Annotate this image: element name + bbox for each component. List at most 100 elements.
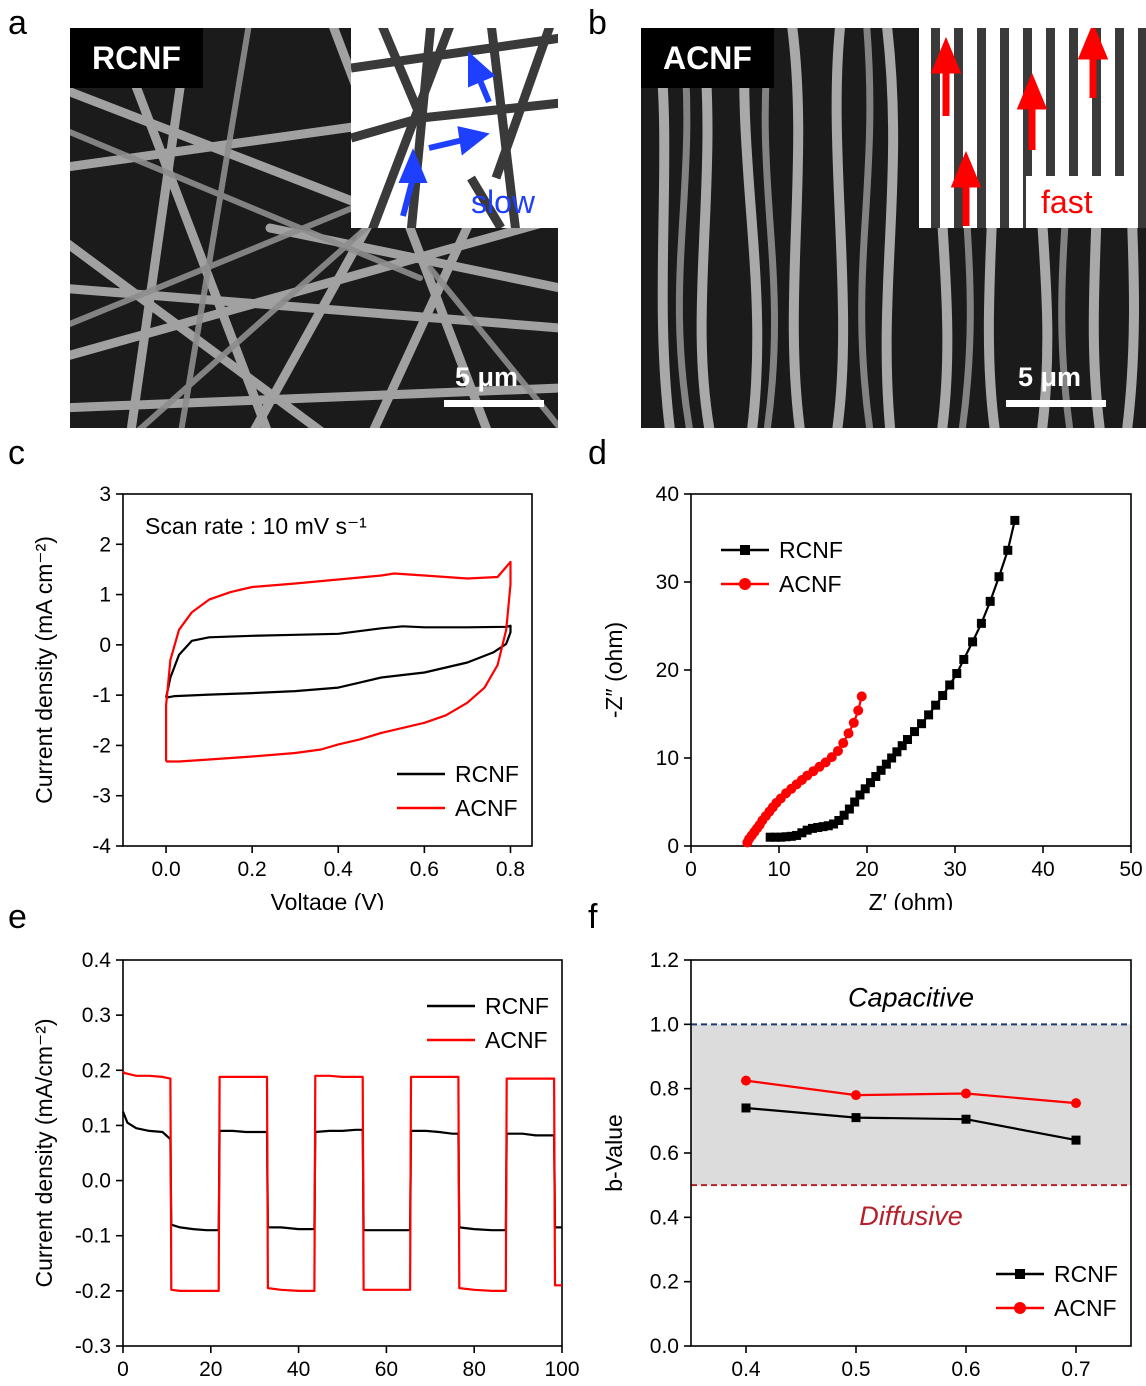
reference-label: Capacitive (848, 982, 974, 1012)
data-point-rcnf (866, 778, 876, 788)
data-point-acnf (741, 1075, 751, 1086)
series-line-rcnf (745, 1106, 1077, 1142)
data-point-rcnf (959, 654, 969, 664)
y-tick-label: 1.0 (650, 1013, 679, 1036)
data-point-acnf (832, 745, 843, 756)
data-point-acnf (856, 691, 867, 702)
x-tick-label: 50 (1119, 858, 1142, 881)
x-tick-label: 20 (855, 858, 878, 881)
data-point-rcnf (818, 822, 828, 832)
data-point-rcnf (931, 700, 941, 710)
legend-label: RCNF (779, 537, 843, 563)
x-tick-label: 0.4 (324, 858, 354, 881)
data-point-rcnf (945, 680, 955, 690)
x-tick-label: 100 (544, 1358, 579, 1381)
y-tick-label: -4 (92, 835, 111, 858)
x-tick-label: 0.6 (410, 858, 439, 881)
y-tick-label: 20 (656, 659, 679, 682)
data-point-rcnf (1010, 515, 1020, 525)
scale-label-a: 5 μm (455, 362, 519, 392)
shaded-region (691, 1024, 1131, 1186)
data-point-rcnf (855, 790, 865, 800)
data-point-acnf (826, 752, 837, 763)
data-point-rcnf (860, 784, 870, 794)
data-point-rcnf (968, 637, 978, 647)
data-point-rcnf (924, 710, 934, 720)
y-tick-label: 0.0 (82, 1170, 111, 1193)
panel-letter-a: a (8, 4, 27, 42)
data-point-rcnf (985, 596, 995, 606)
x-tick-label: 0.2 (238, 858, 267, 881)
data-point-rcnf (844, 804, 854, 814)
scale-bar-a (444, 400, 544, 407)
legend-marker (1014, 1302, 1026, 1314)
data-point-rcnf (897, 741, 907, 751)
inset-random-network: slow (351, 28, 558, 228)
scan-rate-annotation: Scan rate : 10 mV s⁻¹ (145, 513, 367, 539)
x-tick-label: 40 (1031, 858, 1054, 881)
y-tick-label: 0.0 (650, 1335, 679, 1358)
y-tick-label: -0.3 (75, 1335, 111, 1358)
panel-letter-b: b (588, 4, 607, 42)
y-tick-label: 40 (656, 483, 679, 506)
data-point-rcnf (850, 797, 860, 807)
panel-letter-f: f (588, 898, 598, 936)
sem-tag-acnf: ACNF (641, 28, 774, 88)
scale-label-b: 5 μm (1018, 362, 1082, 392)
data-point-rcnf (1003, 545, 1013, 555)
y-tick-label: 0.1 (82, 1114, 111, 1137)
inset-label-fast: fast (1041, 184, 1093, 220)
x-tick-label: 60 (375, 1358, 398, 1381)
x-tick-label: 0.6 (951, 1358, 980, 1381)
plot-frame (122, 493, 533, 847)
data-point-rcnf (770, 832, 780, 842)
data-point-rcnf (834, 815, 844, 825)
y-tick-label: -0.1 (75, 1225, 111, 1248)
series-line-acnf (165, 560, 512, 763)
reference-label: Diffusive (859, 1201, 963, 1231)
x-axis-label: Voltage (V) (271, 889, 385, 910)
data-point-rcnf (1071, 1135, 1081, 1145)
chart-nyquist: 0 10 20 30 40 50 0 10 20 30 40 Z′ (ohm) -Z″ (ohm) RCN… (601, 483, 1143, 910)
data-point-acnf (853, 705, 864, 716)
y-tick-label: 1 (99, 584, 111, 607)
y-tick-label: 0.4 (650, 1206, 680, 1229)
x-tick-label: 40 (287, 1358, 310, 1381)
x-tick-label: 20 (199, 1358, 222, 1381)
series-line-rcnf (770, 520, 1016, 839)
y-axis-label: Current density (mA cm⁻²) (31, 536, 57, 804)
data-point-rcnf (910, 727, 920, 737)
data-point-rcnf (876, 765, 886, 775)
panel-letter-c: c (8, 434, 25, 472)
panel-letter-d: d (588, 434, 607, 472)
panel-letter-e: e (8, 898, 27, 936)
chart-current-time: 020406080100-0.3-0.2-0.10.00.10.20.30.4T… (31, 949, 580, 1381)
y-tick-label: 0.3 (82, 1004, 111, 1027)
y-tick-label: 2 (99, 533, 111, 556)
x-tick-label: 30 (943, 858, 966, 881)
inset-label-slow: slow (471, 184, 536, 220)
data-point-rcnf (976, 618, 986, 628)
data-point-rcnf (881, 759, 891, 769)
y-tick-label: 0 (99, 634, 111, 657)
series-line-rcnf (121, 1111, 562, 1232)
data-point-rcnf (807, 823, 817, 833)
y-tick-label: -0.2 (75, 1280, 111, 1303)
data-point-rcnf (741, 1103, 751, 1113)
inset-aligned-fibers: fast (919, 28, 1146, 228)
y-tick-label: 0 (667, 835, 679, 858)
data-point-rcnf (938, 691, 948, 701)
y-tick-label: 10 (656, 747, 679, 770)
legend-label: RCNF (485, 993, 549, 1019)
data-point-acnf (843, 728, 854, 739)
legend-label: RCNF (1054, 1261, 1118, 1287)
chart-cv-curves: 0.0 0.2 0.4 0.6 0.8 -4 -3 -2 -1 0 1 2 3 Voltage (V) Cu… (31, 483, 533, 910)
plot-frame (690, 493, 1132, 847)
x-tick-label: 0.0 (151, 858, 180, 881)
sem-tag-rcnf: RCNF (70, 28, 203, 88)
y-tick-label: 0.8 (650, 1078, 679, 1101)
legend-label: ACNF (779, 571, 842, 597)
y-tick-label: 1.2 (650, 949, 679, 972)
data-point-rcnf (917, 719, 927, 729)
series-line-acnf (122, 1070, 562, 1292)
